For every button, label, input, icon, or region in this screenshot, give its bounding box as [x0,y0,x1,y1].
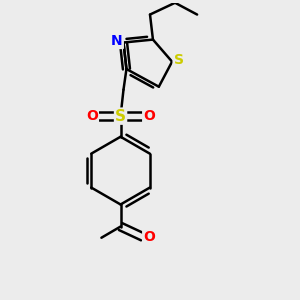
Text: O: O [86,109,98,123]
Text: S: S [174,53,184,67]
Text: S: S [115,109,126,124]
Text: N: N [111,34,123,48]
Text: O: O [143,109,155,123]
Text: O: O [143,230,155,244]
